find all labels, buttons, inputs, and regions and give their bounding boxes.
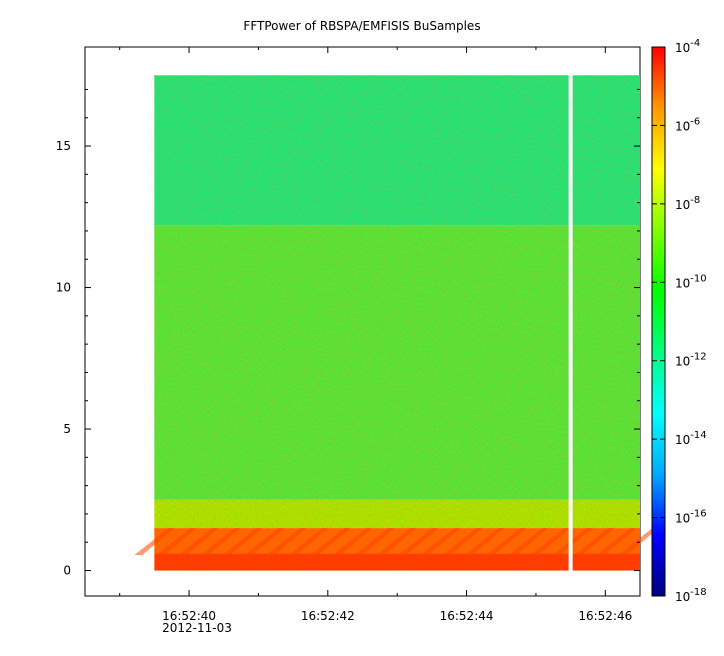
y-tick-label: 10 (56, 281, 71, 295)
streak (178, 528, 219, 555)
colorbar-tick-label: 10-8 (675, 195, 700, 212)
streak (530, 528, 571, 555)
colorbar-tick-label: 10-16 (675, 509, 707, 526)
streak (420, 528, 461, 555)
streak (618, 528, 659, 555)
streak (332, 528, 373, 555)
colorbar-gradient (651, 46, 666, 597)
colorbar-tick-label: 10-14 (675, 430, 707, 447)
chart-title: FFTPower of RBSPA/EMFISIS BuSamples (243, 19, 480, 33)
streak (398, 528, 439, 555)
x-axis-date-label: 2012-11-03 (162, 621, 232, 635)
streak (354, 528, 395, 555)
streak (376, 528, 417, 555)
colorbar-tick-label: 10-12 (675, 352, 707, 369)
streak (464, 528, 505, 555)
streak (574, 528, 615, 555)
streak (266, 528, 307, 555)
data-gap (568, 74, 573, 572)
x-tick-label: 16:52:46 (578, 609, 632, 623)
speckle-texture (154, 75, 640, 571)
y-tick-label: 0 (63, 564, 71, 578)
streak (486, 528, 527, 555)
colorbar-tick-label: 10-18 (675, 587, 707, 604)
plot-area: 16:52:40 16:52:42 16:52:44 16:52:46 0 5 10 15 (56, 46, 659, 623)
streak (508, 528, 549, 555)
colorbar: 10-4 10-6 10-8 10-10 10-12 10-14 10-16 10-18 (651, 38, 707, 604)
x-tick-label: 16:52:42 (301, 609, 355, 623)
streak (156, 528, 197, 555)
streak (596, 528, 637, 555)
x-tick-label: 16:52:44 (440, 609, 494, 623)
streak (134, 528, 175, 555)
y-tick-label: 15 (56, 139, 71, 153)
streak (200, 528, 241, 555)
x-tick-label: 16:52:40 (162, 609, 216, 623)
y-tick-label: 5 (63, 422, 71, 436)
streak (310, 528, 351, 555)
streak (244, 528, 285, 555)
streak (222, 528, 263, 555)
streak (442, 528, 483, 555)
colorbar-tick-label: 10-4 (675, 38, 700, 55)
streak (288, 528, 329, 555)
colorbar-tick-label: 10-6 (675, 116, 700, 133)
colorbar-tick-label: 10-10 (675, 273, 707, 290)
